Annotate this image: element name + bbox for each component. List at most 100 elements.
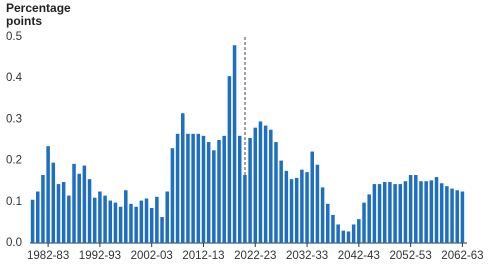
bar <box>134 206 138 243</box>
bar <box>46 146 50 243</box>
bar <box>118 206 123 243</box>
bar <box>67 195 71 243</box>
bar <box>419 181 423 243</box>
bar <box>30 199 35 243</box>
bar <box>98 191 102 243</box>
bar <box>186 133 190 243</box>
bar <box>310 151 314 243</box>
bar <box>294 177 299 243</box>
bar <box>372 184 377 243</box>
bar <box>346 231 351 243</box>
bar <box>429 180 434 243</box>
bar <box>217 140 221 243</box>
bar <box>424 181 428 243</box>
bar <box>113 202 118 243</box>
bar <box>315 164 320 243</box>
bar <box>398 184 403 243</box>
bar <box>388 182 392 243</box>
bar <box>108 200 113 243</box>
x-tick-label: 1982-83 <box>27 250 69 262</box>
bar <box>341 230 346 243</box>
bar <box>269 129 273 243</box>
bar <box>377 184 382 243</box>
bar <box>439 183 444 243</box>
bar <box>77 173 81 243</box>
bar <box>139 200 144 243</box>
bar <box>408 175 413 243</box>
bar <box>382 182 387 243</box>
bar <box>455 190 459 243</box>
bar <box>201 135 206 243</box>
bar <box>41 175 45 243</box>
bar <box>82 165 87 243</box>
bar <box>92 197 97 243</box>
bar <box>336 224 340 243</box>
x-tick-label: 1992-93 <box>79 250 121 262</box>
y-tick-label: 0.2 <box>6 155 22 167</box>
bar <box>144 198 149 243</box>
bar <box>393 184 397 243</box>
bar <box>445 186 449 243</box>
bar <box>274 142 278 243</box>
bar <box>263 125 268 243</box>
bar <box>160 217 164 243</box>
bar <box>181 113 185 243</box>
bar <box>155 196 159 243</box>
x-tick-label: 2022-23 <box>234 250 276 262</box>
x-tick-label: 2012-13 <box>182 250 224 262</box>
bar <box>450 188 454 243</box>
bar <box>279 160 283 243</box>
bar <box>300 169 304 243</box>
y-tick-label: 0.1 <box>6 196 22 208</box>
bar <box>237 135 242 243</box>
bar <box>331 214 335 243</box>
y-tick-label: 0.4 <box>6 72 23 84</box>
bar <box>196 133 201 243</box>
bar <box>61 182 66 243</box>
bar <box>149 207 154 243</box>
bar <box>258 121 263 243</box>
bar <box>170 148 175 243</box>
bar <box>87 179 92 243</box>
bar <box>56 184 61 243</box>
bar <box>243 175 247 243</box>
bar <box>367 194 371 243</box>
bar <box>212 150 216 243</box>
bar <box>434 177 439 243</box>
bar <box>36 191 40 243</box>
bar <box>362 202 366 243</box>
y-tick-label: 0.3 <box>6 113 22 125</box>
bar <box>414 175 418 243</box>
y-tick-label: 0.0 <box>6 237 22 249</box>
bar <box>165 191 169 243</box>
bar <box>253 127 258 243</box>
bar <box>124 190 128 243</box>
bar <box>227 76 232 243</box>
bar <box>248 137 252 243</box>
bar <box>51 162 56 243</box>
x-tick-label: 2002-03 <box>131 250 173 262</box>
bar <box>191 133 195 243</box>
bar <box>222 135 226 243</box>
bar <box>289 179 294 243</box>
y-tick-label: 0.5 <box>6 31 22 43</box>
x-tick-label: 2052-53 <box>390 250 432 262</box>
x-tick-label: 2062-63 <box>441 250 483 262</box>
bar <box>103 195 107 243</box>
bar <box>460 191 465 243</box>
bar <box>206 142 211 243</box>
bar <box>284 170 289 243</box>
bar <box>403 181 408 243</box>
bar <box>175 133 180 243</box>
bar <box>129 203 133 243</box>
bar <box>320 187 325 243</box>
bar <box>326 203 330 243</box>
y-axis-label: Percentage points <box>6 1 71 28</box>
bar <box>72 163 76 243</box>
x-tick-label: 2032-33 <box>286 250 328 262</box>
x-tick-label: 2042-43 <box>338 250 380 262</box>
bar <box>357 219 361 243</box>
bar <box>351 224 356 243</box>
